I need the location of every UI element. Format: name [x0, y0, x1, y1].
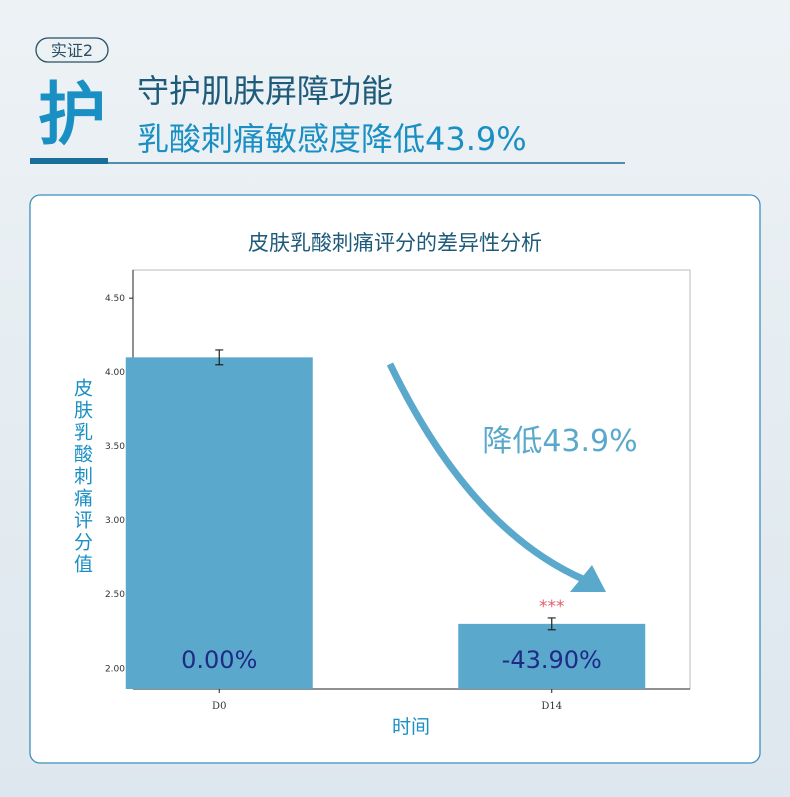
trend-arrowhead	[570, 565, 606, 592]
y-axis-title: 皮肤乳酸刺痛评分值	[71, 378, 93, 576]
bar	[125, 357, 313, 689]
y-tick-label: 4.50	[105, 294, 125, 304]
tag-pill	[35, 37, 109, 63]
y-tick-label: 2.00	[105, 664, 125, 674]
bar-label: -43.90%	[502, 646, 602, 674]
icon-char: 护	[38, 76, 106, 155]
error-bar	[547, 617, 556, 631]
x-axis-title: 时间	[392, 716, 430, 738]
error-bar	[215, 349, 224, 366]
x-tick-label: D0	[212, 701, 226, 712]
y-tick-label: 3.50	[105, 442, 125, 452]
bar	[458, 623, 646, 689]
bar-label: 0.00%	[181, 646, 257, 674]
trend-annotation: 降低43.9%	[482, 424, 637, 459]
accent-bar	[30, 158, 108, 164]
y-tick-label: 3.00	[105, 516, 125, 526]
chart-title: 皮肤乳酸刺痛评分的差异性分析	[248, 231, 542, 255]
significance: ***	[539, 597, 565, 617]
header-subtitle: 乳酸刺痛敏感度降低43.9%	[137, 120, 527, 158]
y-tick-label: 4.00	[105, 368, 125, 378]
x-tick-label: D14	[541, 701, 562, 712]
trend-arrow	[386, 362, 587, 584]
tag-text: 实证2	[51, 41, 93, 60]
header-title: 守护肌肤屏障功能	[137, 72, 393, 110]
y-tick-label: 2.50	[105, 590, 125, 600]
